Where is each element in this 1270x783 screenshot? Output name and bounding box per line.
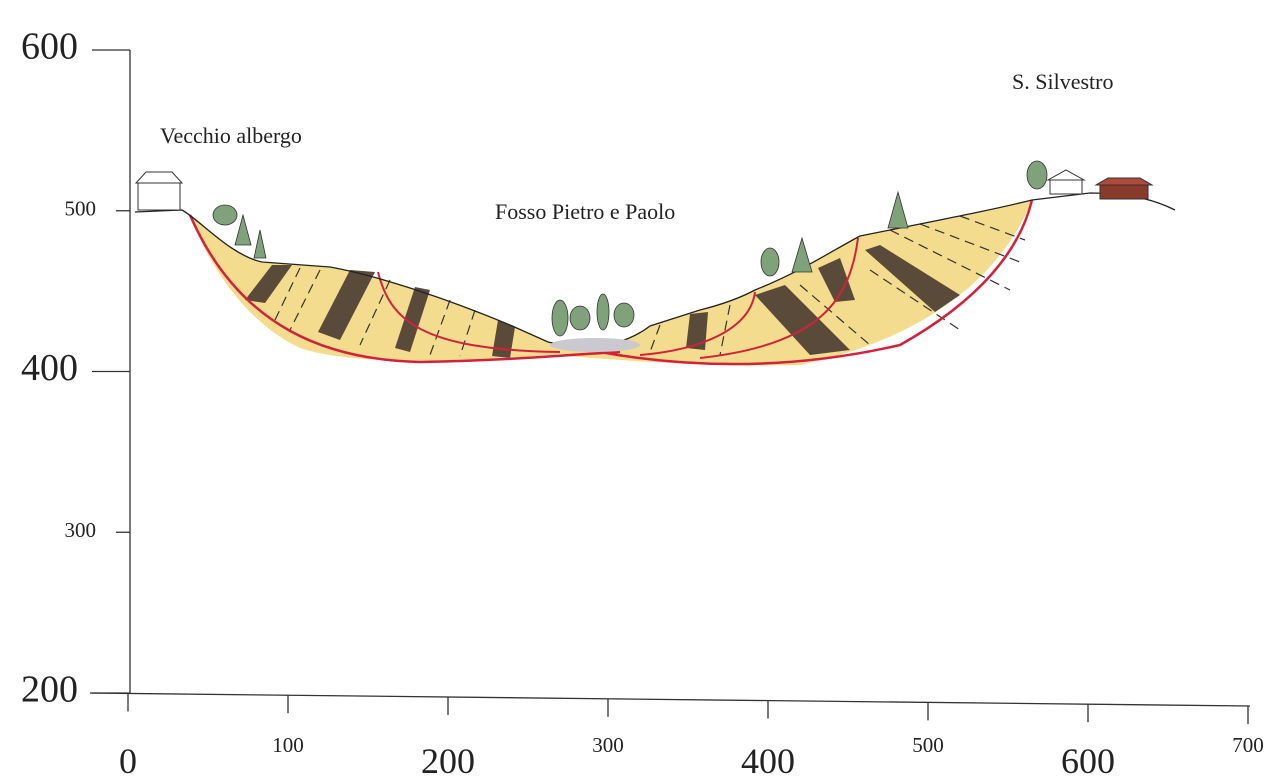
y-tick-label: 400	[21, 347, 78, 389]
y-tick-label: 300	[65, 518, 97, 542]
terrain	[135, 161, 1175, 366]
cross-section: Vecchio albergo Fosso Pietro e Paolo S. …	[0, 0, 1270, 783]
y-tick-label: 200	[21, 669, 78, 711]
x-tick-label: 700	[1232, 733, 1264, 757]
y-tick-label: 500	[65, 197, 97, 221]
x-tick-label: 200	[421, 741, 475, 781]
place-label: Fosso Pietro e Paolo	[495, 199, 675, 224]
x-tick-label: 300	[592, 733, 624, 757]
place-label: S. Silvestro	[1012, 69, 1113, 94]
x-tick-label: 600	[1061, 741, 1115, 781]
x-tick-label: 0	[119, 741, 137, 781]
place-label: Vecchio albergo	[160, 123, 302, 148]
x-tick-label: 100	[272, 733, 304, 757]
x-axis	[90, 693, 1250, 706]
x-tick-label: 400	[741, 741, 795, 781]
x-tick-label: 500	[912, 733, 944, 757]
axes	[90, 50, 1250, 706]
y-tick-label: 600	[21, 26, 78, 68]
